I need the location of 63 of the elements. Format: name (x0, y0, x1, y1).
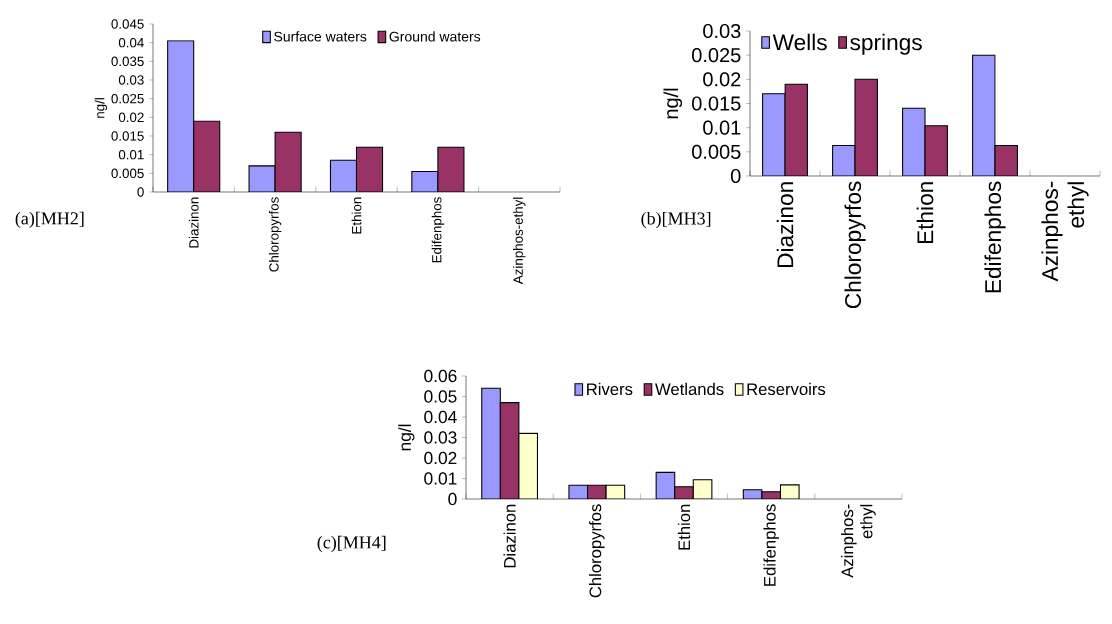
y-tick-label: 0.02 (703, 72, 741, 87)
bar (902, 107, 926, 176)
x-tick-label: Edifenphos (431, 197, 445, 263)
y-tick-label: 0.045 (111, 19, 144, 29)
bar (972, 54, 996, 176)
y-tick-label: 0.02 (424, 451, 457, 465)
x-tick-label: Ethion (916, 182, 934, 244)
x-tick-label: Ethion (351, 197, 362, 234)
bar (167, 40, 195, 192)
bar (762, 93, 786, 176)
bar (193, 120, 221, 192)
y-tick-label: 0 (730, 168, 741, 184)
text: (b)[MH3] (641, 211, 711, 229)
x-tick-label: Edifenphos (763, 504, 779, 586)
legend-label: Wetlands (655, 382, 724, 396)
y-tick-label: 0.025 (692, 48, 741, 63)
x-tick-label: Diazinon (188, 197, 199, 248)
y-tick-label: 0.03 (118, 75, 144, 85)
legend-label: Surface waters (274, 31, 367, 42)
x-tick-label: Azinphos-ethyl (841, 504, 876, 578)
y-tick-label: 0.01 (118, 149, 144, 160)
y-tick-label: 0 (137, 187, 144, 197)
legend-label: Reservoirs (747, 382, 826, 396)
y-tick-label: 0.01 (424, 472, 457, 485)
bar (481, 387, 501, 499)
x-tick-label: Ethion (677, 504, 691, 550)
bar (924, 125, 948, 176)
y-tick-label: 0.02 (118, 112, 144, 123)
x-tick-label: Diazinon (503, 504, 516, 568)
x-tick-label: Diazinon (776, 182, 794, 268)
bar (854, 78, 878, 176)
y-tick-label: 0.015 (111, 131, 144, 141)
x-tick-label: Chloropyrfos (589, 504, 605, 598)
y-tick-label: 0.025 (111, 93, 144, 104)
text: (a)[MH2] (15, 211, 84, 229)
y-tick-label: 0.015 (692, 96, 741, 111)
y-tick-label: 0.005 (111, 168, 144, 179)
y-axis-title: ng/l (398, 424, 415, 451)
y-tick-label: 0.005 (692, 144, 741, 159)
x-tick-label: Edifenphos (984, 181, 1006, 293)
legend-label: Wells (772, 33, 827, 51)
legend-label: Rivers (587, 382, 633, 396)
bar (355, 146, 384, 192)
y-axis-title: ng/l (663, 88, 683, 119)
legend-label: springs (850, 33, 922, 55)
x-tick-label: Azinphos-ethyl (1041, 181, 1089, 282)
text: (c)[MH4] (317, 535, 386, 553)
legend-label: Ground waters (389, 31, 481, 42)
y-tick-label: 0.035 (111, 56, 144, 67)
y-tick-label: 0.05 (424, 390, 457, 403)
x-tick-label: Chloropyrfos (844, 181, 866, 309)
y-tick-label: 0.04 (424, 410, 457, 424)
y-tick-label: 0.03 (424, 431, 457, 444)
x-tick-label: Azinphos-ethyl (513, 197, 526, 285)
y-tick-label: 0.03 (703, 23, 741, 39)
x-tick-label: Chloropyrfos (268, 197, 282, 272)
y-tick-label: 0.01 (703, 120, 741, 135)
y-tick-label: 0 (448, 492, 457, 506)
bar (784, 83, 808, 176)
y-axis-title: ng/l (94, 98, 108, 118)
bar (329, 159, 358, 192)
y-tick-label: 0.06 (424, 369, 457, 383)
y-tick-label: 0.04 (118, 37, 144, 48)
